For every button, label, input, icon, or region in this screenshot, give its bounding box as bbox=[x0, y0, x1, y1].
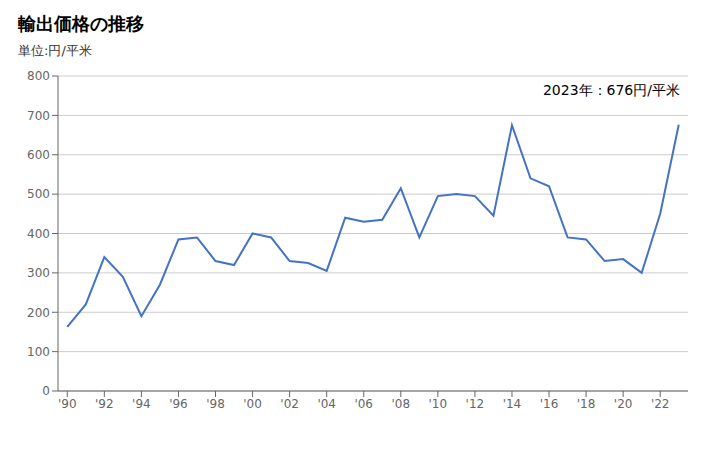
svg-text:'22: '22 bbox=[651, 397, 670, 411]
svg-text:'08: '08 bbox=[392, 397, 411, 411]
svg-text:'06: '06 bbox=[354, 397, 373, 411]
svg-text:'02: '02 bbox=[280, 397, 299, 411]
svg-text:0: 0 bbox=[42, 384, 50, 398]
svg-text:200: 200 bbox=[27, 306, 50, 320]
svg-text:'92: '92 bbox=[95, 397, 114, 411]
svg-text:'12: '12 bbox=[466, 397, 485, 411]
svg-text:700: 700 bbox=[27, 109, 50, 123]
svg-text:300: 300 bbox=[27, 266, 50, 280]
svg-text:500: 500 bbox=[27, 187, 50, 201]
svg-text:'18: '18 bbox=[577, 397, 596, 411]
svg-text:600: 600 bbox=[27, 148, 50, 162]
svg-text:'98: '98 bbox=[206, 397, 225, 411]
html-text:単位:円/平米: 単位:円/平米 bbox=[18, 43, 92, 58]
svg-text:'14: '14 bbox=[503, 397, 522, 411]
svg-text:'10: '10 bbox=[429, 397, 448, 411]
html-text:2023年：676円/平米: 2023年：676円/平米 bbox=[542, 82, 680, 98]
svg-text:'20: '20 bbox=[614, 397, 633, 411]
svg-text:'94: '94 bbox=[132, 397, 151, 411]
svg-text:100: 100 bbox=[27, 345, 50, 359]
svg-text:800: 800 bbox=[27, 69, 50, 83]
svg-text:400: 400 bbox=[27, 227, 50, 241]
svg-text:'96: '96 bbox=[169, 397, 188, 411]
svg-text:'90: '90 bbox=[58, 397, 77, 411]
svg-text:'00: '00 bbox=[243, 397, 262, 411]
svg-text:'16: '16 bbox=[540, 397, 559, 411]
svg-text:'04: '04 bbox=[317, 397, 336, 411]
html-text:輸出価格の推移: 輸出価格の推移 bbox=[18, 13, 144, 34]
